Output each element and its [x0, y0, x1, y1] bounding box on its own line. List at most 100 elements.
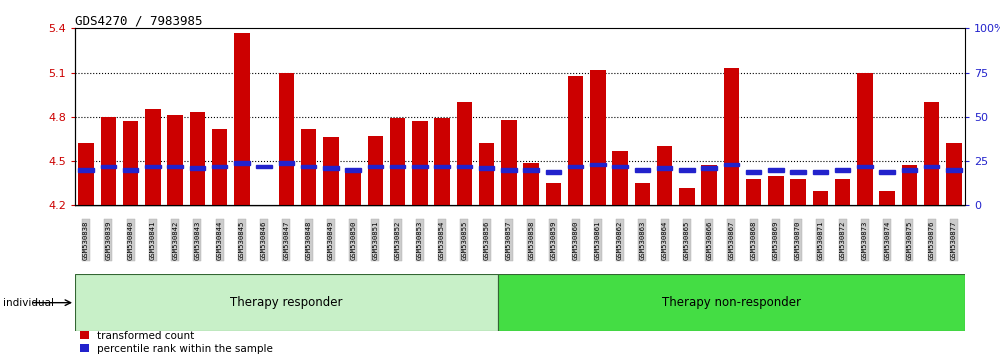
Text: GSM530867: GSM530867: [728, 220, 734, 259]
Bar: [234, 161, 250, 165]
Bar: [301, 165, 316, 168]
Text: GSM530855: GSM530855: [461, 220, 467, 259]
Text: GSM530841: GSM530841: [150, 220, 156, 259]
Bar: [301, 129, 316, 205]
Bar: [212, 165, 227, 168]
Bar: [78, 143, 94, 205]
Bar: [498, 274, 965, 331]
Bar: [724, 68, 739, 205]
Text: GSM530850: GSM530850: [350, 220, 356, 259]
Text: GSM530845: GSM530845: [239, 220, 245, 259]
Bar: [902, 166, 917, 205]
Text: GSM530842: GSM530842: [172, 220, 178, 259]
Bar: [345, 171, 361, 205]
Text: GSM530872: GSM530872: [840, 220, 846, 259]
Text: GSM530858: GSM530858: [528, 220, 534, 259]
Text: GSM530862: GSM530862: [617, 220, 623, 259]
Bar: [323, 166, 339, 170]
Bar: [75, 274, 498, 331]
Text: GSM530843: GSM530843: [194, 220, 200, 259]
Bar: [568, 75, 583, 205]
Bar: [879, 190, 895, 205]
Bar: [523, 162, 539, 205]
Bar: [813, 190, 828, 205]
Text: GSM530852: GSM530852: [395, 220, 401, 259]
Bar: [368, 136, 383, 205]
Bar: [546, 170, 561, 173]
Bar: [590, 70, 606, 205]
Bar: [612, 165, 628, 168]
Bar: [123, 121, 138, 205]
Text: GSM530860: GSM530860: [573, 220, 579, 259]
Text: GSM530868: GSM530868: [751, 220, 757, 259]
Bar: [434, 165, 450, 168]
Bar: [390, 118, 405, 205]
Text: GSM530840: GSM530840: [128, 220, 134, 259]
Bar: [101, 117, 116, 205]
Bar: [501, 120, 517, 205]
Text: GSM530863: GSM530863: [639, 220, 645, 259]
Bar: [746, 179, 761, 205]
Bar: [612, 151, 628, 205]
Bar: [701, 166, 717, 170]
Bar: [813, 170, 828, 173]
Text: GSM530851: GSM530851: [372, 220, 378, 259]
Bar: [279, 73, 294, 205]
Bar: [635, 183, 650, 205]
Text: GSM530847: GSM530847: [283, 220, 289, 259]
Text: GSM530876: GSM530876: [929, 220, 935, 259]
Bar: [123, 168, 138, 172]
Legend: transformed count, percentile rank within the sample: transformed count, percentile rank withi…: [80, 331, 273, 354]
Bar: [768, 168, 784, 172]
Bar: [212, 129, 227, 205]
Bar: [590, 163, 606, 166]
Text: GSM530870: GSM530870: [795, 220, 801, 259]
Text: GSM530849: GSM530849: [328, 220, 334, 259]
Text: GSM530875: GSM530875: [906, 220, 912, 259]
Text: GSM530856: GSM530856: [484, 220, 490, 259]
Bar: [345, 168, 361, 172]
Bar: [412, 165, 428, 168]
Text: GDS4270 / 7983985: GDS4270 / 7983985: [75, 14, 202, 27]
Bar: [679, 188, 695, 205]
Bar: [835, 168, 850, 172]
Text: GSM530877: GSM530877: [951, 220, 957, 259]
Bar: [924, 165, 939, 168]
Bar: [190, 113, 205, 205]
Bar: [635, 168, 650, 172]
Bar: [746, 170, 761, 173]
Text: GSM530848: GSM530848: [306, 220, 312, 259]
Text: individual: individual: [3, 298, 54, 308]
Bar: [657, 146, 672, 205]
Bar: [501, 168, 517, 172]
Text: GSM530873: GSM530873: [862, 220, 868, 259]
Bar: [924, 102, 939, 205]
Bar: [724, 163, 739, 166]
Bar: [190, 166, 205, 170]
Bar: [145, 165, 161, 168]
Bar: [946, 168, 962, 172]
Bar: [857, 165, 873, 168]
Bar: [145, 109, 161, 205]
Bar: [479, 143, 494, 205]
Text: GSM530859: GSM530859: [550, 220, 556, 259]
Bar: [167, 115, 183, 205]
Bar: [857, 73, 873, 205]
Text: GSM530846: GSM530846: [261, 220, 267, 259]
Bar: [523, 168, 539, 172]
Bar: [946, 143, 962, 205]
Text: GSM530844: GSM530844: [217, 220, 223, 259]
Bar: [768, 176, 784, 205]
Text: GSM530865: GSM530865: [684, 220, 690, 259]
Bar: [101, 165, 116, 168]
Bar: [790, 179, 806, 205]
Bar: [323, 137, 339, 205]
Text: GSM530838: GSM530838: [83, 220, 89, 259]
Bar: [568, 165, 583, 168]
Bar: [234, 33, 250, 205]
Bar: [412, 121, 428, 205]
Bar: [835, 179, 850, 205]
Bar: [457, 102, 472, 205]
Text: GSM530857: GSM530857: [506, 220, 512, 259]
Bar: [78, 168, 94, 172]
